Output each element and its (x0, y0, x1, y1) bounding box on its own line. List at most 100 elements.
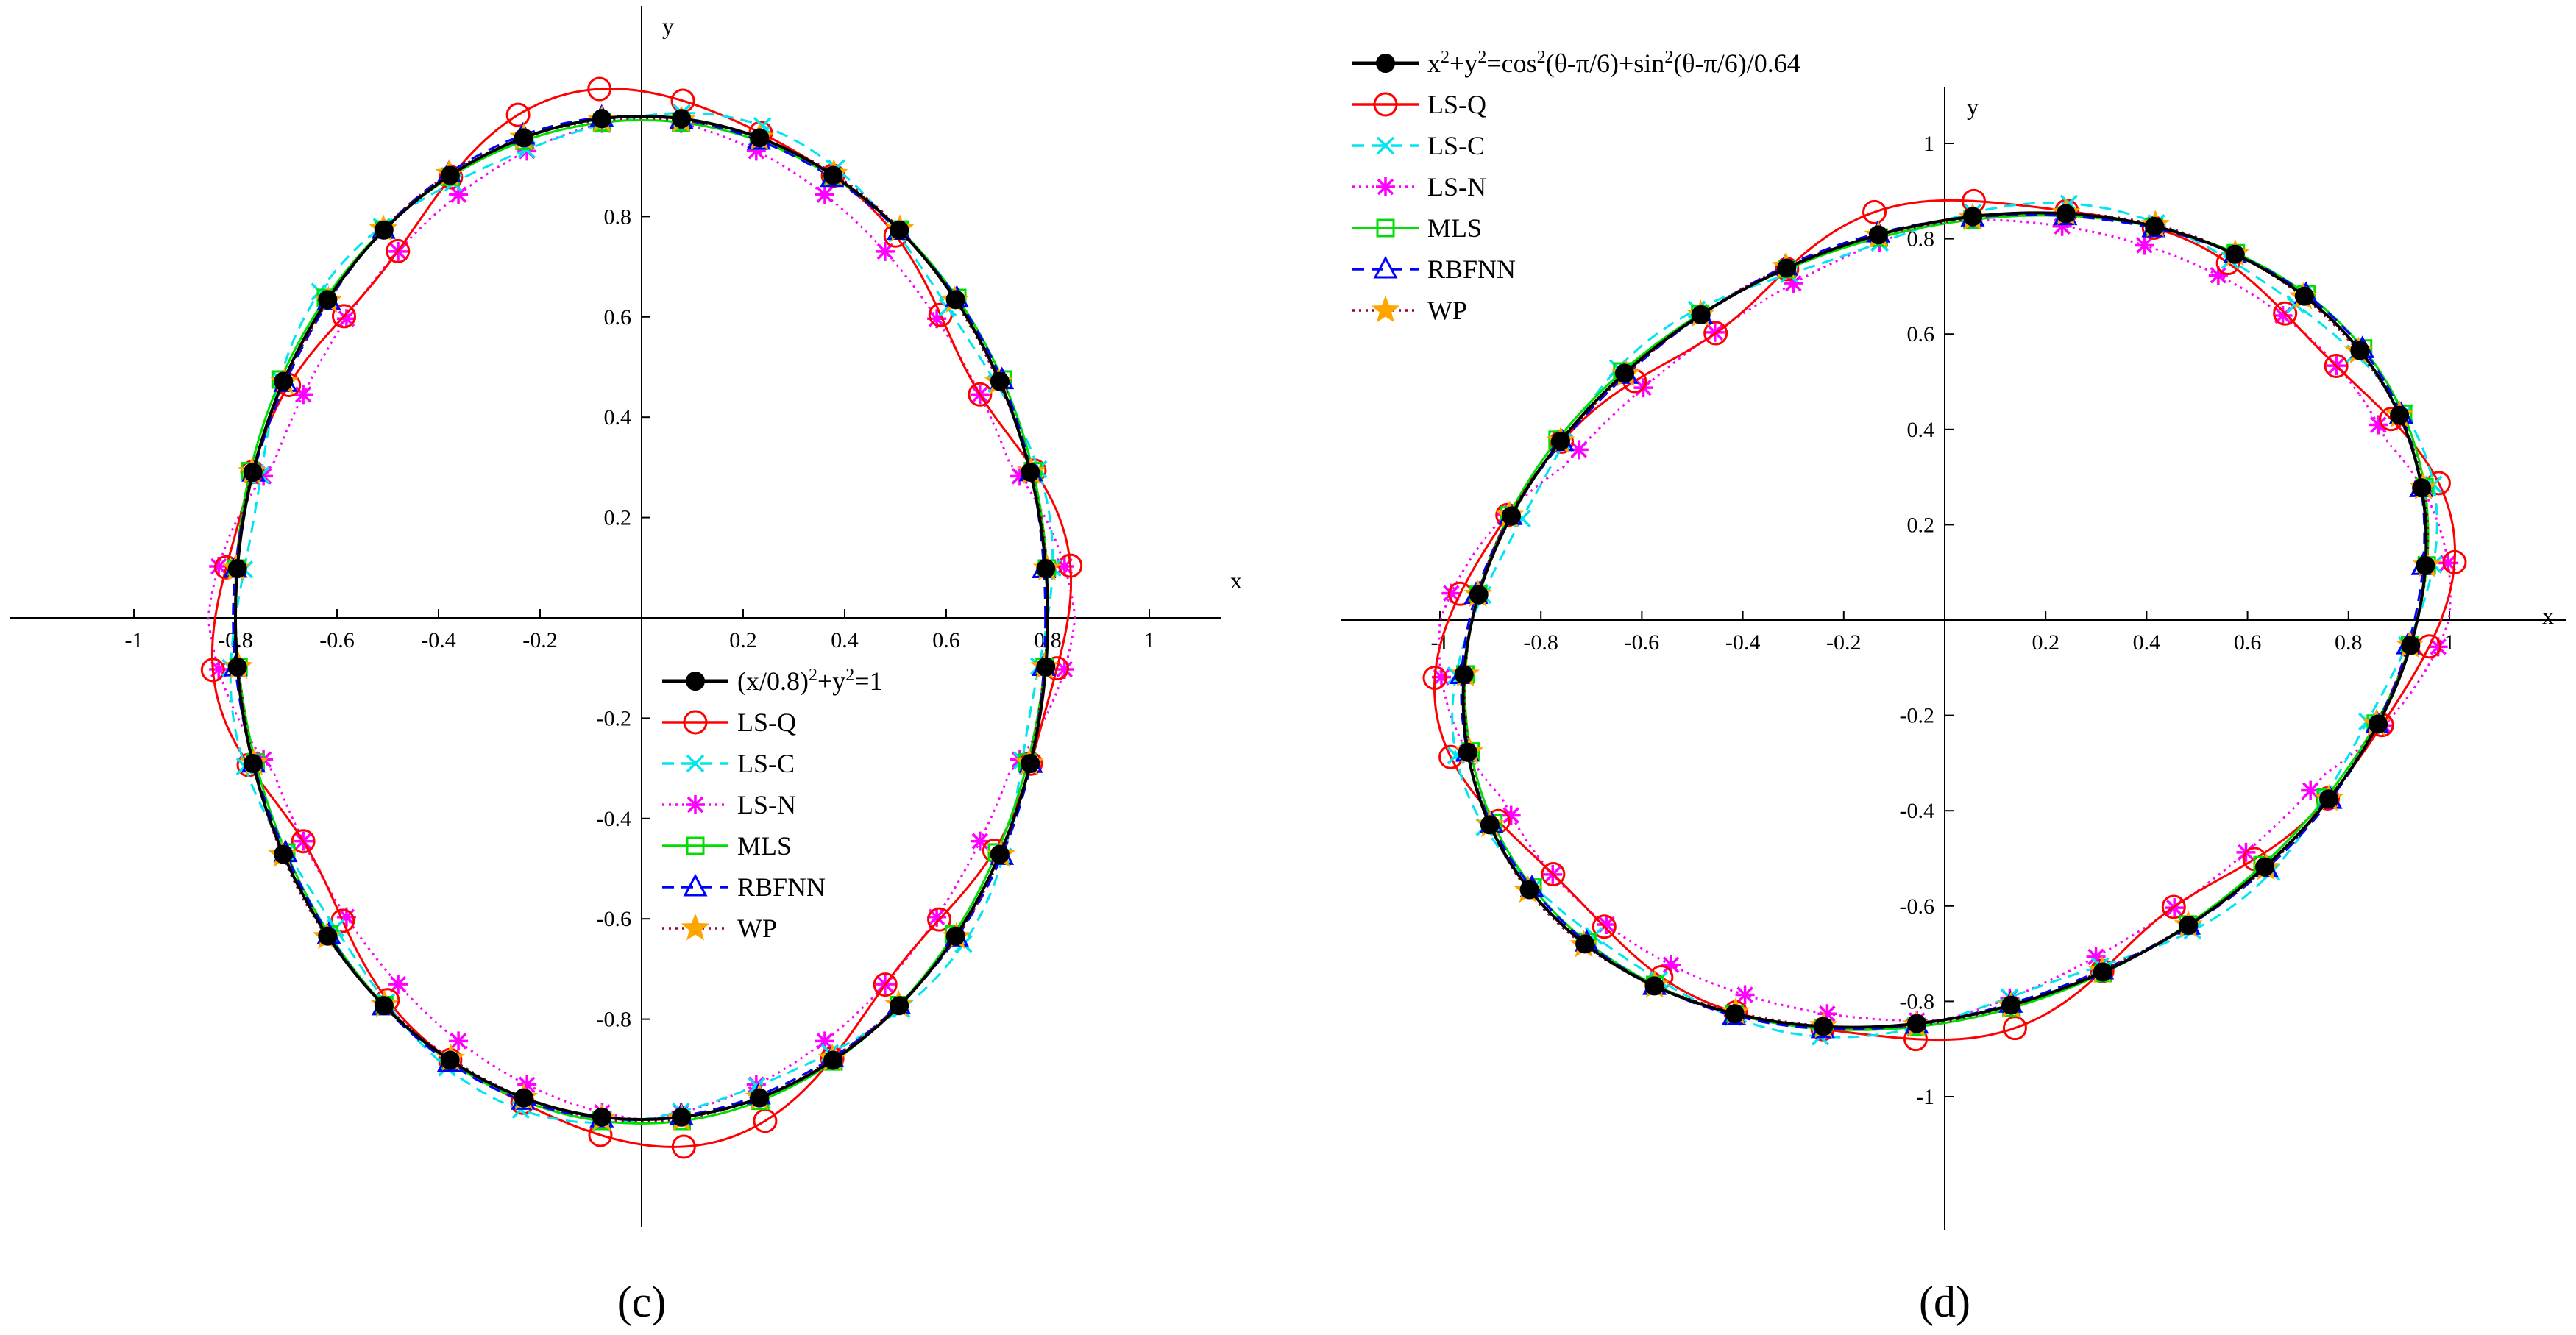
legend-entry: (x/0.8)2+y2=1 (662, 666, 883, 696)
legend-marker (686, 836, 705, 855)
y-tick-label: -0.6 (1900, 894, 1935, 919)
panel-d-legend: x2+y2=cos2(θ-π/6)+sin2(θ-π/6)/0.64 LS-Q LS… (1352, 48, 1800, 325)
legend-label: WP (1427, 296, 1467, 325)
legend-marker (686, 754, 705, 773)
legend-marker (1373, 255, 1398, 279)
legend-marker (1371, 295, 1400, 323)
x-tick-label: -0.8 (1523, 630, 1558, 655)
legend-entry: LS-Q (662, 708, 796, 737)
series-marker (1036, 657, 1056, 677)
series-marker (1569, 440, 1589, 460)
series-marker (1469, 585, 1489, 605)
series-marker (449, 1031, 469, 1051)
series-marker (2350, 341, 2370, 360)
legend-marker (1376, 177, 1395, 196)
series-marker (1441, 583, 1461, 603)
legend-label: RBFNN (737, 872, 826, 902)
series-marker (243, 463, 263, 483)
series-marker (750, 128, 770, 148)
series-marker (890, 996, 909, 1016)
legend-marker (683, 710, 708, 735)
series-marker (294, 385, 313, 405)
series-marker (1480, 815, 1500, 835)
series-marker (1592, 914, 1617, 939)
series-marker (2324, 353, 2349, 378)
series-marker (2001, 995, 2021, 1015)
legend-marker (686, 672, 705, 691)
series-marker (815, 185, 834, 204)
series-line (207, 115, 1076, 1121)
series-marker (1862, 199, 1887, 224)
series-x-2-y-2-cos-2-6-sin-2-6-0-64 (1454, 204, 2435, 1036)
series-marker (1501, 805, 1521, 825)
series-marker (336, 309, 356, 329)
series-marker (2093, 962, 2112, 982)
series-marker (2273, 306, 2293, 326)
panel-c-axes: -1 -0.8 -0.6 -0.4 -0.2 0.2 0.4 0.6 0.8 10.80.60.4… (10, 6, 1242, 1227)
legend-entry: WP (662, 913, 777, 943)
series-marker (227, 559, 247, 579)
y-tick-label: -0.6 (597, 907, 632, 931)
series-marker (440, 1050, 460, 1070)
x-tick-label: 0.6 (2234, 630, 2262, 655)
series-marker (945, 290, 965, 310)
x-tick-label: 0.4 (2133, 630, 2161, 655)
series-marker (2052, 216, 2072, 236)
series-marker (2428, 637, 2448, 657)
y-tick-label: -0.4 (597, 807, 632, 831)
legend-label: LS-N (737, 790, 796, 819)
series-marker (2442, 549, 2467, 574)
legend-entry: x2+y2=cos2(θ-π/6)+sin2(θ-π/6)/0.64 (1352, 48, 1800, 78)
legend-entry: MLS (662, 831, 792, 861)
series-marker (2086, 947, 2106, 966)
series-marker (505, 102, 531, 127)
x-tick-label: -0.2 (522, 628, 558, 652)
legend-marker (686, 795, 705, 814)
y-tick-label: -0.2 (1900, 704, 1935, 728)
y-axis-label: y (1967, 93, 1979, 120)
series-marker (990, 844, 1010, 864)
series-marker (1906, 1014, 1926, 1033)
series-marker (1817, 1004, 1837, 1024)
series-marker (592, 1107, 611, 1127)
series-marker (1054, 659, 1074, 679)
series-marker (1814, 1017, 1834, 1036)
legend-entry: WP (1352, 295, 1467, 325)
series-marker (2294, 286, 2314, 306)
series-marker (318, 290, 338, 310)
series-marker (1021, 753, 1040, 773)
y-tick-label: 0.2 (604, 506, 632, 530)
legend-label: LS-N (1427, 172, 1486, 202)
x-tick-label: 0.2 (729, 628, 757, 652)
series-marker (2390, 405, 2410, 425)
legend-label: WP (737, 914, 777, 943)
series-marker (200, 658, 225, 683)
legend-label: (x/0.8)2+y2=1 (737, 666, 883, 696)
x-tick-label: -0.6 (1625, 630, 1660, 655)
panel-c-curves (200, 76, 1083, 1159)
series-marker (1458, 742, 1477, 762)
series-marker (449, 185, 469, 204)
series-marker (1550, 431, 1570, 451)
series-marker (1614, 363, 1634, 383)
y-tick-label: 0.4 (1907, 418, 1935, 442)
series-marker (374, 220, 394, 240)
series-marker (2056, 204, 2076, 224)
series-marker (1541, 862, 1566, 887)
series-marker (243, 753, 263, 773)
series-marker (1963, 207, 1983, 227)
series-marker (672, 109, 692, 129)
y-tick-label: -0.8 (597, 1008, 632, 1032)
x-tick-label: -0.6 (319, 628, 355, 652)
series-marker (209, 557, 229, 577)
series-marker (2401, 636, 2421, 655)
series-marker (1454, 665, 1474, 685)
legend-marker (1373, 92, 1398, 117)
series-marker (514, 128, 533, 148)
x-tick-label: 1 (1144, 628, 1155, 652)
series-marker (1735, 985, 1755, 1005)
series-marker (1519, 880, 1539, 900)
series-line (232, 115, 1047, 1121)
panel-d-label: (d) (1919, 1278, 1970, 1326)
legend-label: LS-Q (737, 708, 796, 737)
